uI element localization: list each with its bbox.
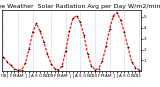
Title: Milwaukee Weather  Solar Radiation Avg per Day W/m2/minute: Milwaukee Weather Solar Radiation Avg pe… bbox=[0, 4, 160, 9]
